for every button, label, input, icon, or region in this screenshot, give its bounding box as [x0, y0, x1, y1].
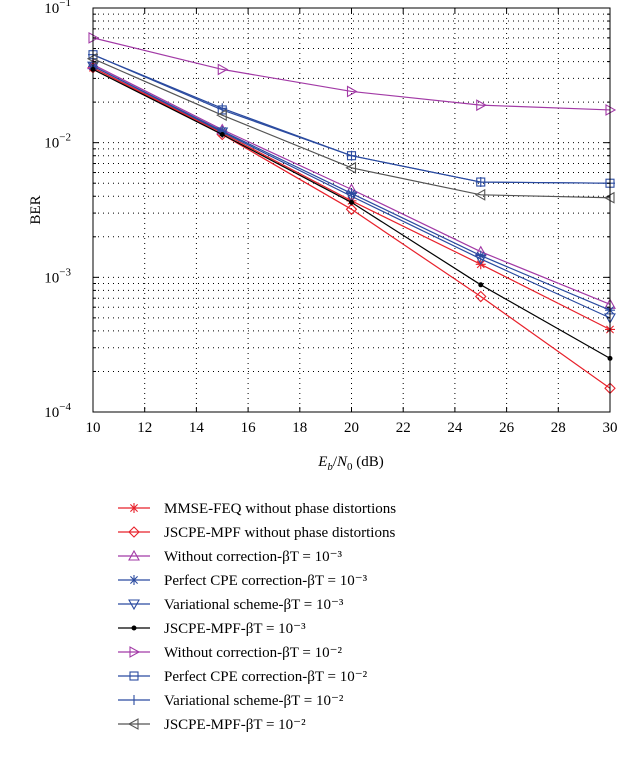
- legend-label: Variational scheme-βT = 10⁻³: [164, 597, 344, 613]
- x-tick-label: 12: [137, 420, 152, 436]
- x-tick-label: 14: [189, 420, 205, 436]
- legend-marker: [127, 718, 139, 730]
- x-tick-label: 10: [86, 420, 101, 436]
- series-line: [92, 65, 611, 319]
- legend-entry-1: MMSE-FEQ without phase distortions: [118, 501, 396, 517]
- legend-label: JSCPE-MPF-βT = 10⁻²: [164, 717, 306, 733]
- data-point: [345, 203, 358, 216]
- data-point: [346, 188, 357, 199]
- data-point: [217, 63, 229, 76]
- legend-marker: [128, 599, 140, 611]
- y-tick-label: 10−2: [44, 132, 71, 152]
- data-point: [474, 254, 487, 266]
- legend-label: MMSE-FEQ without phase distortions: [164, 501, 396, 517]
- x-tick-label: 26: [499, 420, 515, 436]
- legend-label: Variational scheme-βT = 10⁻²: [164, 693, 344, 709]
- tick-layer: 10 12 14 16 18 20 22 24 26 28 30 10−1 10−2 10−3 10−4: [44, 0, 617, 436]
- data-point: [217, 126, 228, 137]
- legend-entry-8: Perfect CPE correction-βT = 10⁻²: [118, 669, 368, 685]
- data-point: [346, 150, 357, 161]
- x-tick-label: 16: [241, 420, 257, 436]
- data-point: [475, 250, 486, 261]
- data-point: [216, 109, 227, 122]
- x-tick-label: 28: [551, 420, 566, 436]
- data-point: [475, 177, 486, 188]
- series-layer: [86, 31, 617, 395]
- series-6: [90, 66, 613, 361]
- legend-label: JSCPE-MPF without phase distortions: [164, 525, 395, 541]
- legend-marker: [128, 526, 140, 538]
- x-tick-label: 18: [292, 420, 307, 436]
- y-tick-label: 10−4: [44, 401, 71, 421]
- series-3: [87, 58, 616, 309]
- legend-label: JSCPE-MPF-βT = 10⁻³: [164, 621, 306, 637]
- data-point: [216, 127, 229, 139]
- series-line: [92, 58, 611, 199]
- y-tick-label: 10−3: [44, 266, 71, 286]
- legend-marker: [129, 575, 139, 585]
- data-point: [219, 131, 225, 137]
- x-tick-label: 22: [396, 420, 411, 436]
- data-point: [476, 99, 487, 112]
- data-point: [346, 85, 358, 98]
- legend-label: Perfect CPE correction-βT = 10⁻²: [164, 669, 368, 685]
- legend-entry-2: JSCPE-MPF without phase distortions: [118, 525, 395, 541]
- legend-entry-3: Without correction-βT = 10⁻³: [118, 549, 343, 565]
- data-point: [345, 161, 357, 174]
- data-point: [349, 199, 354, 205]
- legend-label: Perfect CPE correction-βT = 10⁻³: [164, 573, 368, 589]
- legend-entry-7: Without correction-βT = 10⁻²: [118, 645, 343, 661]
- data-point: [474, 188, 486, 201]
- x-axis-label: Eb/N0 (dB): [317, 454, 384, 473]
- legend-marker: [128, 549, 140, 561]
- legend-label: Without correction-βT = 10⁻³: [164, 549, 343, 565]
- legend-entry-5: Variational scheme-βT = 10⁻³: [118, 597, 344, 613]
- legend: MMSE-FEQ without phase distortions JSCPE-…: [118, 501, 396, 733]
- legend-entry-9: Variational scheme-βT = 10⁻²: [118, 693, 344, 709]
- data-point: [345, 191, 358, 203]
- legend-entry-4: Perfect CPE correction-βT = 10⁻³: [118, 573, 368, 589]
- legend-marker: [129, 646, 141, 658]
- legend-marker: [129, 503, 139, 513]
- legend-marker: [131, 625, 137, 631]
- legend-label: Without correction-βT = 10⁻²: [164, 645, 343, 661]
- y-axis-label: BER: [28, 195, 44, 224]
- series-line: [92, 37, 611, 111]
- data-point: [217, 103, 228, 114]
- x-tick-label: 30: [603, 420, 618, 436]
- legend-marker: [129, 671, 139, 681]
- x-tick-label: 24: [447, 420, 463, 436]
- data-point: [478, 282, 484, 288]
- x-tick-label: 20: [344, 420, 359, 436]
- legend-entry-10: JSCPE-MPF-βT = 10⁻²: [118, 717, 306, 733]
- data-point: [474, 290, 487, 303]
- y-tick-label: 10−1: [44, 0, 71, 17]
- legend-marker: [129, 695, 139, 705]
- legend-entry-6: JSCPE-MPF-βT = 10⁻³: [118, 621, 306, 637]
